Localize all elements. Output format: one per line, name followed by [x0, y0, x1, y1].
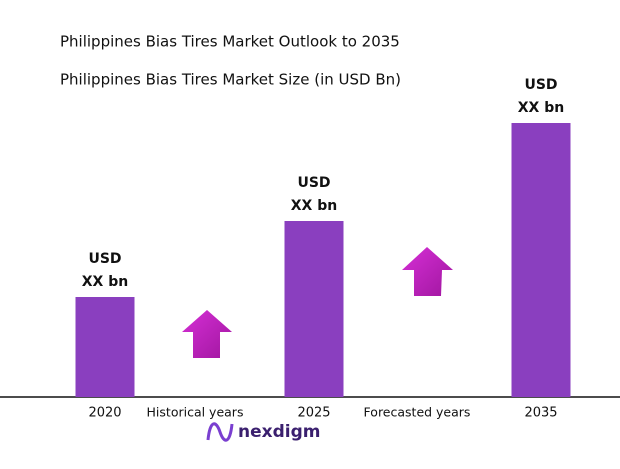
value-label: USD: [88, 251, 121, 267]
bar: [284, 221, 344, 397]
value-label: XX bn: [82, 274, 128, 290]
annotation: Forecasted years: [364, 405, 471, 420]
value-label: USD: [297, 175, 330, 191]
logo-icon: [206, 422, 234, 442]
x-tick-label: 2025: [297, 406, 330, 421]
annotation: Historical years: [147, 405, 244, 420]
x-tick-label: 2035: [524, 406, 557, 421]
growth-arrow: [182, 310, 232, 358]
value-label: XX bn: [291, 198, 337, 214]
logo: nexdigm: [238, 422, 320, 442]
chart-title: Philippines Bias Tires Market Outlook to…: [60, 33, 400, 51]
x-tick-label: 2020: [88, 406, 121, 421]
chart-subtitle: Philippines Bias Tires Market Size (in U…: [60, 71, 401, 89]
value-label: XX bn: [518, 100, 564, 116]
bar: [511, 123, 571, 397]
growth-arrow: [402, 247, 453, 296]
value-label: USD: [524, 77, 557, 93]
bar: [75, 297, 135, 397]
